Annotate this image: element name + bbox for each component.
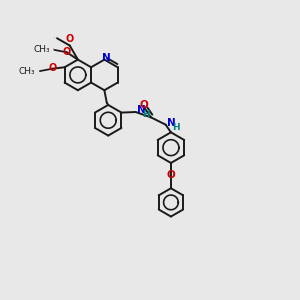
Text: O: O [48,63,56,73]
Text: CH₃: CH₃ [19,67,35,76]
Text: O: O [167,170,175,180]
Text: O: O [65,34,73,44]
Text: H: H [172,123,180,132]
Text: O: O [140,100,148,110]
Text: N: N [167,118,176,128]
Text: O: O [53,48,54,49]
Text: H: H [142,110,150,119]
Text: O: O [62,47,71,57]
Text: O: O [54,37,55,38]
Text: CH₃: CH₃ [33,45,50,54]
Text: N: N [137,105,146,115]
Text: N: N [102,53,111,63]
